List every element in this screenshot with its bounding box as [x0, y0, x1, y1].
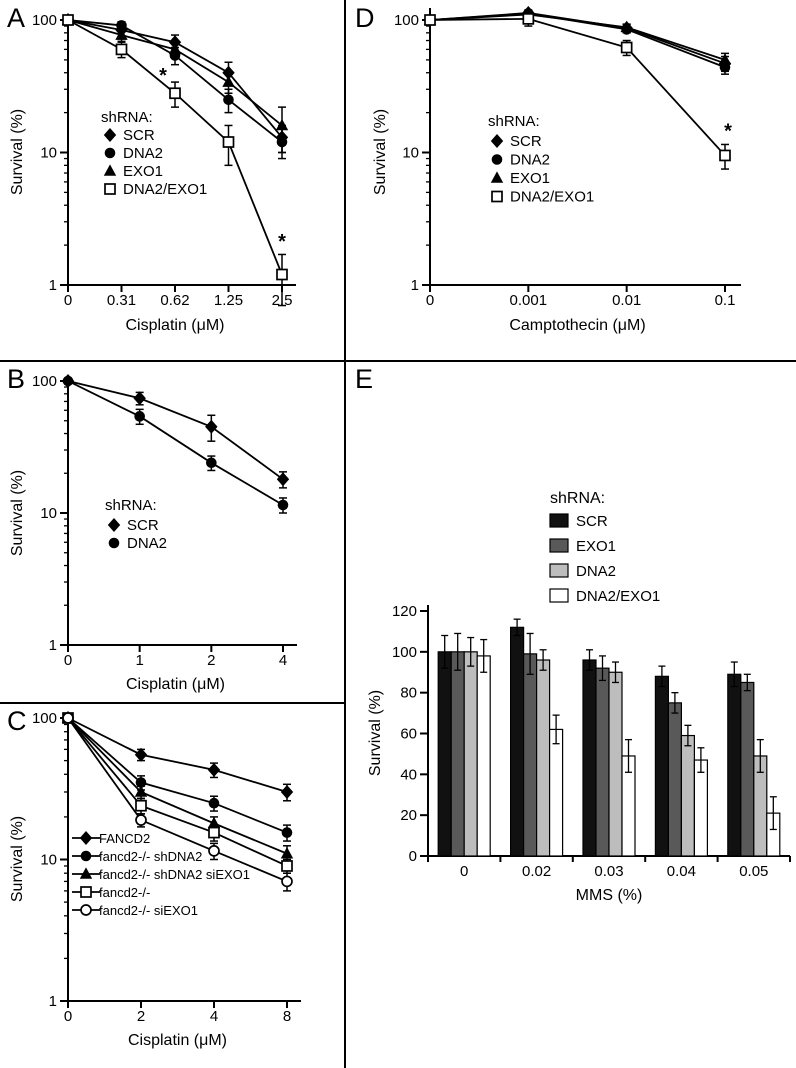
svg-text:2: 2 — [137, 1008, 145, 1025]
svg-text:EXO1: EXO1 — [510, 170, 550, 187]
panel-e-letter: E — [355, 364, 374, 394]
svg-text:10: 10 — [40, 505, 57, 522]
svg-text:Survival (%): Survival (%) — [9, 816, 26, 902]
svg-text:2: 2 — [207, 652, 215, 669]
svg-text:0.001: 0.001 — [510, 292, 548, 309]
svg-text:DNA2/EXO1: DNA2/EXO1 — [576, 588, 660, 605]
svg-text:Cisplatin (μM): Cisplatin (μM) — [126, 676, 225, 693]
svg-text:8: 8 — [283, 1008, 291, 1025]
svg-text:0.1: 0.1 — [715, 292, 736, 309]
svg-text:SCR: SCR — [576, 513, 608, 530]
svg-text:Survival (%): Survival (%) — [9, 470, 26, 556]
svg-text:Survival (%): Survival (%) — [9, 109, 26, 195]
svg-text:0.62: 0.62 — [160, 292, 189, 309]
svg-text:100: 100 — [32, 710, 57, 727]
svg-text:40: 40 — [400, 766, 417, 783]
svg-text:100: 100 — [32, 373, 57, 390]
panel-c-chart: 100 10 10 2 4 8 Cisplatin (μM) Survival (%) FANC… — [9, 710, 301, 1049]
svg-text:fancd2-/- shDNA2: fancd2-/- shDNA2 — [99, 849, 202, 864]
svg-text:1: 1 — [411, 277, 419, 294]
svg-text:*: * — [159, 65, 167, 87]
svg-text:DNA2/EXO1: DNA2/EXO1 — [510, 189, 594, 206]
svg-text:FANCD2: FANCD2 — [99, 831, 150, 846]
svg-text:shRNA:: shRNA: — [488, 113, 540, 130]
svg-text:10: 10 — [40, 852, 57, 869]
svg-text:SCR: SCR — [510, 133, 542, 150]
svg-text:0: 0 — [64, 292, 72, 309]
panel-e-chart: 0 20 40 60 80 100 120 0 0.02 0.03 0.04 0.05 MMS (%) S… — [367, 490, 791, 904]
svg-text:*: * — [724, 120, 732, 142]
svg-text:4: 4 — [210, 1008, 218, 1025]
svg-text:0: 0 — [409, 848, 417, 865]
svg-text:shRNA:: shRNA: — [105, 497, 157, 514]
svg-text:20: 20 — [400, 807, 417, 824]
svg-text:0.31: 0.31 — [107, 292, 136, 309]
svg-text:shRNA:: shRNA: — [550, 490, 605, 507]
panel-b-letter: B — [7, 364, 26, 394]
divider-vertical — [344, 0, 346, 1068]
svg-text:0.03: 0.03 — [594, 863, 623, 880]
svg-text:MMS (%): MMS (%) — [576, 887, 643, 904]
svg-text:10: 10 — [402, 145, 419, 162]
svg-text:1.25: 1.25 — [214, 292, 243, 309]
svg-text:DNA2: DNA2 — [127, 535, 167, 552]
svg-text:0: 0 — [64, 652, 72, 669]
svg-text:Cisplatin (μM): Cisplatin (μM) — [125, 317, 224, 334]
svg-text:shRNA:: shRNA: — [101, 109, 153, 126]
panel-c-letter: C — [7, 706, 27, 736]
svg-text:DNA2/EXO1: DNA2/EXO1 — [123, 181, 207, 198]
svg-text:fancd2-/-: fancd2-/- — [99, 885, 150, 900]
svg-text:60: 60 — [400, 726, 417, 743]
svg-text:fancd2-/- siEXO1: fancd2-/- siEXO1 — [99, 903, 198, 918]
svg-text:DNA2: DNA2 — [123, 145, 163, 162]
svg-text:80: 80 — [400, 685, 417, 702]
divider-horizontal-top — [0, 360, 796, 362]
svg-text:0: 0 — [64, 1008, 72, 1025]
svg-text:10: 10 — [40, 145, 57, 162]
panel-a-letter: A — [7, 3, 26, 33]
svg-text:0: 0 — [460, 863, 468, 880]
svg-text:0.01: 0.01 — [612, 292, 641, 309]
svg-text:DNA2: DNA2 — [576, 563, 616, 580]
svg-text:Survival (%): Survival (%) — [367, 690, 384, 776]
svg-text:100: 100 — [394, 12, 419, 29]
svg-text:Survival (%): Survival (%) — [372, 109, 389, 195]
svg-text:4: 4 — [279, 652, 287, 669]
svg-text:0.04: 0.04 — [667, 863, 696, 880]
svg-text:EXO1: EXO1 — [576, 538, 616, 555]
svg-text:EXO1: EXO1 — [123, 163, 163, 180]
panel-a: A 100 10 1 0 0.31 0.62 1.25 2.5 Cisplatin (μM) Su… — [0, 0, 345, 361]
svg-text:0.05: 0.05 — [739, 863, 768, 880]
panel-d: D 100 10 1 0 0.001 0.01 0.1 Camptothecin (μM) Su… — [345, 0, 796, 361]
svg-text:Cisplatin (μM): Cisplatin (μM) — [128, 1032, 227, 1049]
svg-text:SCR: SCR — [127, 517, 159, 534]
svg-text:DNA2: DNA2 — [510, 152, 550, 169]
svg-text:*: * — [278, 231, 286, 253]
svg-text:Camptothecin (μM): Camptothecin (μM) — [509, 317, 645, 334]
panel-e: E 0 20 40 60 80 100 120 0 0.02 0.03 0.04 0.05 MMS (%… — [345, 361, 796, 1068]
svg-text:0: 0 — [426, 292, 434, 309]
panel-d-chart: 100 10 10 0.001 0.01 0.1 Camptothecin (μM) Surv… — [372, 5, 741, 334]
svg-text:120: 120 — [392, 603, 417, 620]
svg-text:SCR: SCR — [123, 127, 155, 144]
panel-b: B 100 10 1 0 1 2 4 Cisplatin (μM) Survival (%) sh… — [0, 361, 345, 703]
panel-c: C 100 10 1 0 2 4 8 Cisplatin (μM) Survival (%) FA… — [0, 703, 345, 1068]
svg-text:0.02: 0.02 — [522, 863, 551, 880]
panel-d-letter: D — [355, 3, 375, 33]
svg-text:100: 100 — [392, 644, 417, 661]
svg-text:1: 1 — [49, 993, 57, 1010]
svg-text:1: 1 — [49, 277, 57, 294]
divider-horizontal-left — [0, 702, 345, 704]
svg-text:fancd2-/- shDNA2 siEXO1: fancd2-/- shDNA2 siEXO1 — [99, 867, 250, 882]
svg-text:1: 1 — [49, 637, 57, 654]
svg-text:1: 1 — [135, 652, 143, 669]
svg-text:100: 100 — [32, 12, 57, 29]
